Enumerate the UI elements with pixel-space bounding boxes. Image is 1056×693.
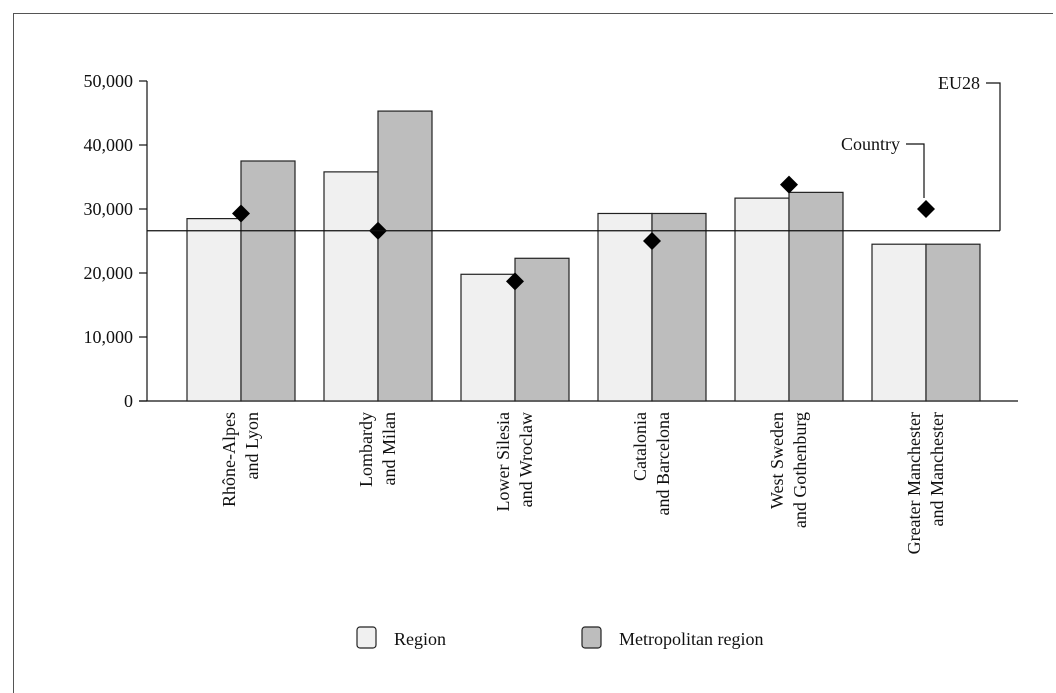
y-tick-label: 50,000 [84, 71, 134, 91]
category-label: Greater Manchester and Manchester [904, 412, 947, 554]
category-label-line: and Milan [379, 412, 399, 486]
category-label-line: Rhône-Alpes [219, 412, 239, 507]
metro-bar [240, 160, 296, 402]
metro-bar [925, 243, 981, 402]
region-bar [323, 171, 379, 402]
category-label-line: Lombardy [356, 412, 376, 487]
country-marker [780, 175, 798, 194]
category-label-line: Greater Manchester [904, 412, 924, 554]
category-label-line: and Lyon [242, 412, 262, 480]
category-labels: Rhône-Alpes and Lyon Lombardy and Milan Lowe… [219, 412, 947, 554]
category-label: West Sweden and Gothenburg [767, 412, 810, 528]
category-label-line: Catalonia [630, 412, 650, 481]
category-label-line: and Wroclaw [516, 412, 536, 507]
category-label-line: Lower Silesia [493, 412, 513, 511]
eu28-label: EU28 [938, 73, 980, 93]
region-bar [186, 218, 242, 402]
region-bar [597, 212, 653, 402]
metro-bar [788, 191, 844, 402]
country-marker [232, 204, 250, 223]
category-label: Lombardy and Milan [356, 412, 399, 487]
category-label-line: and Barcelona [653, 412, 673, 515]
category-label-line: West Sweden [767, 412, 787, 509]
y-tick-label: 0 [124, 391, 133, 411]
category-label: Rhône-Alpes and Lyon [219, 412, 262, 507]
metro-bar [514, 257, 570, 402]
legend-label-region: Region [394, 629, 446, 649]
category-label: Lower Silesia and Wroclaw [493, 412, 536, 511]
region-bar [734, 197, 790, 402]
category-label-line: and Manchester [927, 412, 947, 526]
country-marker [643, 232, 661, 250]
country-label: Country [841, 134, 900, 154]
legend-swatch-metro [581, 626, 602, 649]
y-tick-label: 20,000 [84, 263, 134, 283]
eu28-reference: EU28 [147, 73, 1001, 232]
country-markers: Country [232, 134, 935, 291]
y-tick-label: 40,000 [84, 135, 134, 155]
legend: Region Metropolitan region [356, 626, 763, 649]
legend-swatch-region [356, 626, 377, 649]
legend-label-metro: Metropolitan region [619, 629, 763, 649]
category-label: Catalonia and Barcelona [630, 412, 673, 515]
eu28-leader [986, 82, 1001, 231]
metro-bar [377, 110, 433, 402]
bars [186, 110, 981, 402]
y-tick-label: 30,000 [84, 199, 134, 219]
region-bar [460, 273, 516, 402]
country-leader [906, 143, 925, 198]
chart-frame [13, 13, 1053, 693]
country-marker [506, 272, 524, 291]
metro-bar [651, 212, 707, 402]
country-marker [917, 200, 935, 218]
region-bar [871, 243, 927, 402]
y-tick-label: 10,000 [84, 327, 134, 347]
category-label-line: and Gothenburg [790, 412, 810, 528]
